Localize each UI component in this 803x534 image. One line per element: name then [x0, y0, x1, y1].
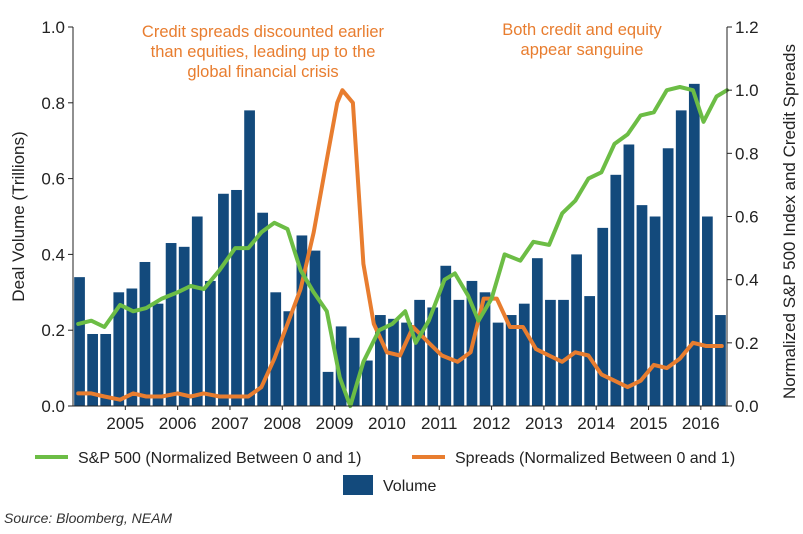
volume-bar — [571, 254, 582, 406]
volume-bar — [427, 307, 439, 406]
volume-bar — [113, 292, 125, 406]
spreads-line — [76, 88, 724, 402]
series-lines — [76, 85, 729, 408]
annotations: Credit spreads discounted earlier than eq… — [142, 21, 663, 81]
y-right-tick-label: 0.4 — [735, 271, 759, 290]
volume-bar — [702, 216, 713, 406]
volume-bar — [531, 258, 543, 406]
volume-bar — [375, 315, 386, 406]
y-right-tick-label: 1.2 — [735, 18, 759, 37]
volume-bar — [126, 288, 138, 406]
volume-bar — [139, 261, 151, 406]
annotation-line: appear sanguine — [521, 41, 644, 59]
volume-bar — [479, 292, 491, 406]
y-left-tick-label: 0.2 — [41, 321, 65, 340]
annotation-line: than equities, leading up to the — [151, 43, 376, 61]
volume-bar — [283, 311, 295, 406]
y-right-tick-label: 1.0 — [735, 81, 759, 100]
y-axis-left-title: Deal Volume (Trillions) — [9, 131, 28, 301]
volume-bar — [662, 148, 674, 406]
source-note: Source: Bloomberg, NEAM — [4, 510, 173, 526]
volume-bar — [610, 174, 622, 406]
y-right-tick-label: 0.8 — [735, 144, 759, 163]
volume-bar — [231, 189, 242, 406]
volume-bar — [636, 205, 648, 406]
volume-bar — [649, 216, 661, 406]
y-right-tick-label: 0.0 — [735, 397, 759, 416]
legend-volume-label: Volume — [383, 478, 436, 495]
x-tick-label: 2016 — [682, 414, 720, 433]
x-tick-label: 2006 — [159, 414, 197, 433]
volume-bar — [244, 110, 255, 406]
volume-bar — [191, 216, 203, 406]
volume-bar — [688, 83, 700, 406]
volume-bar — [348, 337, 360, 406]
volume-bar — [87, 333, 98, 406]
volume-bar — [623, 144, 635, 407]
volume-bar — [597, 227, 609, 406]
y-right-tick-label: 0.2 — [735, 334, 759, 353]
volume-bar — [74, 277, 85, 406]
volume-bar — [296, 235, 308, 406]
volume-bar — [178, 246, 190, 406]
y-right-tick-label: 0.6 — [735, 208, 759, 227]
x-tick-label: 2013 — [525, 414, 563, 433]
volume-bar — [165, 243, 177, 406]
legend-spreads-label: Spreads (Normalized Between 0 and 1) — [455, 450, 735, 467]
x-tick-label: 2009 — [316, 414, 354, 433]
volume-bar — [558, 299, 569, 406]
volume-bar — [584, 296, 596, 406]
volume-bar — [518, 303, 530, 406]
y-left-tick-label: 1.0 — [41, 18, 65, 37]
volume-bar — [492, 322, 504, 406]
volume-bar — [361, 360, 373, 406]
x-tick-label: 2010 — [368, 414, 406, 433]
x-tick-label: 2007 — [211, 414, 249, 433]
annotation-line: Credit spreads discounted earlier — [142, 23, 385, 41]
volume-bar — [100, 333, 112, 406]
volume-bar — [388, 318, 399, 406]
volume-bar — [257, 212, 269, 406]
annotation-line: global financial crisis — [187, 63, 338, 81]
volume-bar — [204, 280, 216, 406]
volume-bar — [270, 292, 282, 406]
y-left-tick-label: 0.0 — [41, 397, 65, 416]
volume-bar — [453, 299, 465, 406]
volume-bar — [414, 299, 425, 406]
volume-bar — [675, 110, 687, 406]
annotation-line: Both credit and equity — [502, 21, 662, 39]
volume-bar — [401, 322, 412, 406]
x-tick-label: 2008 — [263, 414, 301, 433]
x-tick-label: 2014 — [577, 414, 615, 433]
x-tick-label: 2005 — [106, 414, 144, 433]
x-tick-label: 2015 — [630, 414, 668, 433]
volume-bar — [335, 326, 347, 406]
legend-volume-swatch — [343, 475, 373, 495]
volume-bar — [545, 299, 556, 406]
y-left-tick-label: 0.4 — [41, 245, 65, 264]
volume-bar — [152, 303, 164, 406]
volume-bar — [218, 193, 229, 406]
x-tick-label: 2012 — [473, 414, 511, 433]
x-tick-label: 2011 — [421, 414, 458, 433]
axes: 0.0 0.2 0.4 0.6 0.8 1.0 0.0 0.2 0.4 0.6 0.8 1.0 1.2 2… — [9, 18, 799, 433]
legend: S&P 500 (Normalized Between 0 and 1) Spr… — [35, 450, 735, 495]
volume-bar — [505, 315, 517, 406]
y-left-tick-label: 0.6 — [41, 170, 65, 189]
y-axis-right-title: Normalized S&P 500 Index and Credit Spre… — [780, 44, 799, 399]
volume-bar — [715, 315, 726, 406]
legend-sp500-label: S&P 500 (Normalized Between 0 and 1) — [78, 450, 361, 467]
volume-bar — [309, 250, 321, 406]
volume-bar — [322, 371, 334, 406]
volume-bar — [440, 265, 452, 406]
y-left-tick-label: 0.8 — [41, 94, 65, 113]
sp500-line — [76, 85, 729, 408]
